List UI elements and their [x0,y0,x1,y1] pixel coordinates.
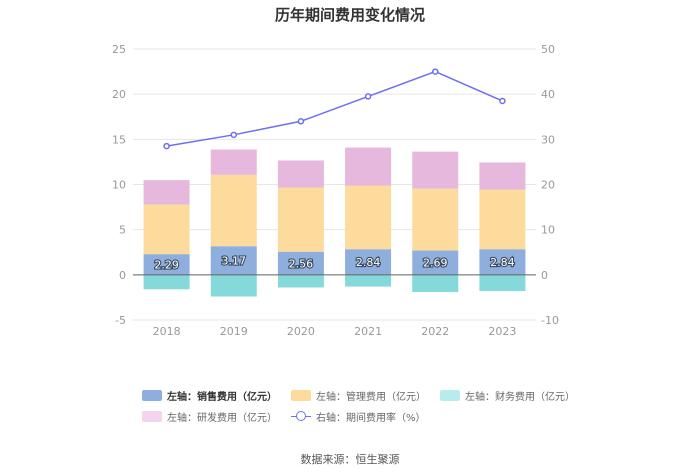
right-axis-tick-label: 0 [541,269,548,282]
bar-finance-2020 [277,274,324,288]
left-axis-tick-label: 10 [112,179,126,192]
bar-finance-2019 [210,274,257,297]
legend-label-expense-ratio: 右轴：期间费用率（%） [316,412,426,424]
bar-sales-2023 [479,249,526,275]
bar-sales-2020 [277,251,324,275]
bar-finance-2022 [412,274,459,292]
legend-label-finance: 左轴：财务费用（亿元） [465,391,575,403]
right-axis-tick-label: 40 [541,88,555,101]
bar-sales-2021 [345,249,392,275]
expense-ratio-point-2018 [163,142,170,150]
legend-swatch-rnd [142,410,162,422]
data-label: 2.84 [356,256,381,269]
bar-admin-2019 [210,174,257,247]
bar-finance-2018 [143,274,190,290]
left-axis-tick-label: 15 [112,133,126,146]
bar-sales-2022 [412,250,459,275]
right-axis-tick-label: -10 [541,314,559,327]
right-axis-tick-label: 20 [541,179,555,192]
bar-rnd-2019 [210,149,257,175]
legend-item-sales[interactable]: 左轴：销售费用（亿元） [142,388,277,403]
data-label: 2.56 [289,257,314,270]
legend-swatch-finance [440,389,460,401]
bar-rnd-2018 [143,180,190,205]
expense-ratio-line [166,70,503,147]
legend-line-icon [291,410,311,422]
right-axis-tick-label: 10 [541,224,555,237]
expense-ratio-point-2021 [364,93,372,100]
data-label: 2.29 [154,258,179,271]
x-axis-tick-label: 2020 [287,325,315,338]
bar-rnd-2020 [277,160,324,188]
x-axis-tick-label: 2023 [488,325,516,338]
legend-swatch-admin [291,389,311,401]
legend-item-admin[interactable]: 左轴：管理费用（亿元） [291,388,426,403]
expense-ratio-point-2023 [499,97,506,105]
left-axis-tick-label: 5 [119,224,126,237]
legend-item-rnd[interactable]: 左轴：研发费用（亿元） [142,409,277,424]
right-axis-tick-label: 50 [541,43,555,56]
bar-sales-2018 [143,254,190,275]
x-axis-tick-label: 2018 [153,325,181,338]
legend-item-finance[interactable]: 左轴：财务费用（亿元） [440,388,575,403]
bar-admin-2022 [412,188,459,251]
chart-title: 历年期间费用变化情况 [274,6,425,24]
expense-ratio-point-2020 [297,118,305,125]
legend-swatch-sales [142,389,162,401]
left-axis-tick-label: -5 [115,314,126,327]
chart-canvas: -5 0 5 10 15 20 25 -10 0 10 20 30 40 50 2.29 3.17 2.56 2.… [112,43,559,338]
x-axis-tick-label: 2022 [421,325,449,338]
x-axis-tick-label: 2021 [354,325,382,338]
data-label: 3.17 [222,255,247,268]
left-axis-tick-label: 20 [112,88,126,101]
data-label: 2.69 [423,257,448,270]
data-source: 数据来源：恒生聚源 [300,453,400,466]
legend-item-expense-ratio[interactable]: 右轴：期间费用率（%） [291,409,426,424]
bar-admin-2023 [479,189,526,250]
legend-label-sales: 左轴：销售费用（亿元） [167,391,277,403]
bar-admin-2018 [143,204,190,255]
left-axis-tick-label: 25 [112,43,126,56]
expense-ratio-point-2019 [230,131,237,139]
expense-ratio-point-2022 [432,68,439,75]
bar-finance-2023 [479,274,526,292]
bar-admin-2021 [345,185,392,250]
bar-rnd-2023 [479,162,526,190]
legend-label-admin: 左轴：管理费用（亿元） [316,391,426,403]
x-axis-tick-label: 2019 [220,325,248,338]
legend-label-rnd: 左轴：研发费用（亿元） [167,412,277,424]
right-axis-tick-label: 30 [541,133,555,146]
bar-sales-2019 [210,246,257,275]
left-axis-tick-label: 0 [119,269,126,282]
data-label: 2.84 [490,256,515,269]
bar-rnd-2021 [345,147,392,186]
legend: 左轴：销售费用（亿元） 左轴：管理费用（亿元） 左轴：财务费用（亿元） 左轴：研… [142,386,582,428]
bar-finance-2021 [345,274,392,287]
bar-admin-2020 [277,187,324,252]
bar-rnd-2022 [412,151,459,189]
